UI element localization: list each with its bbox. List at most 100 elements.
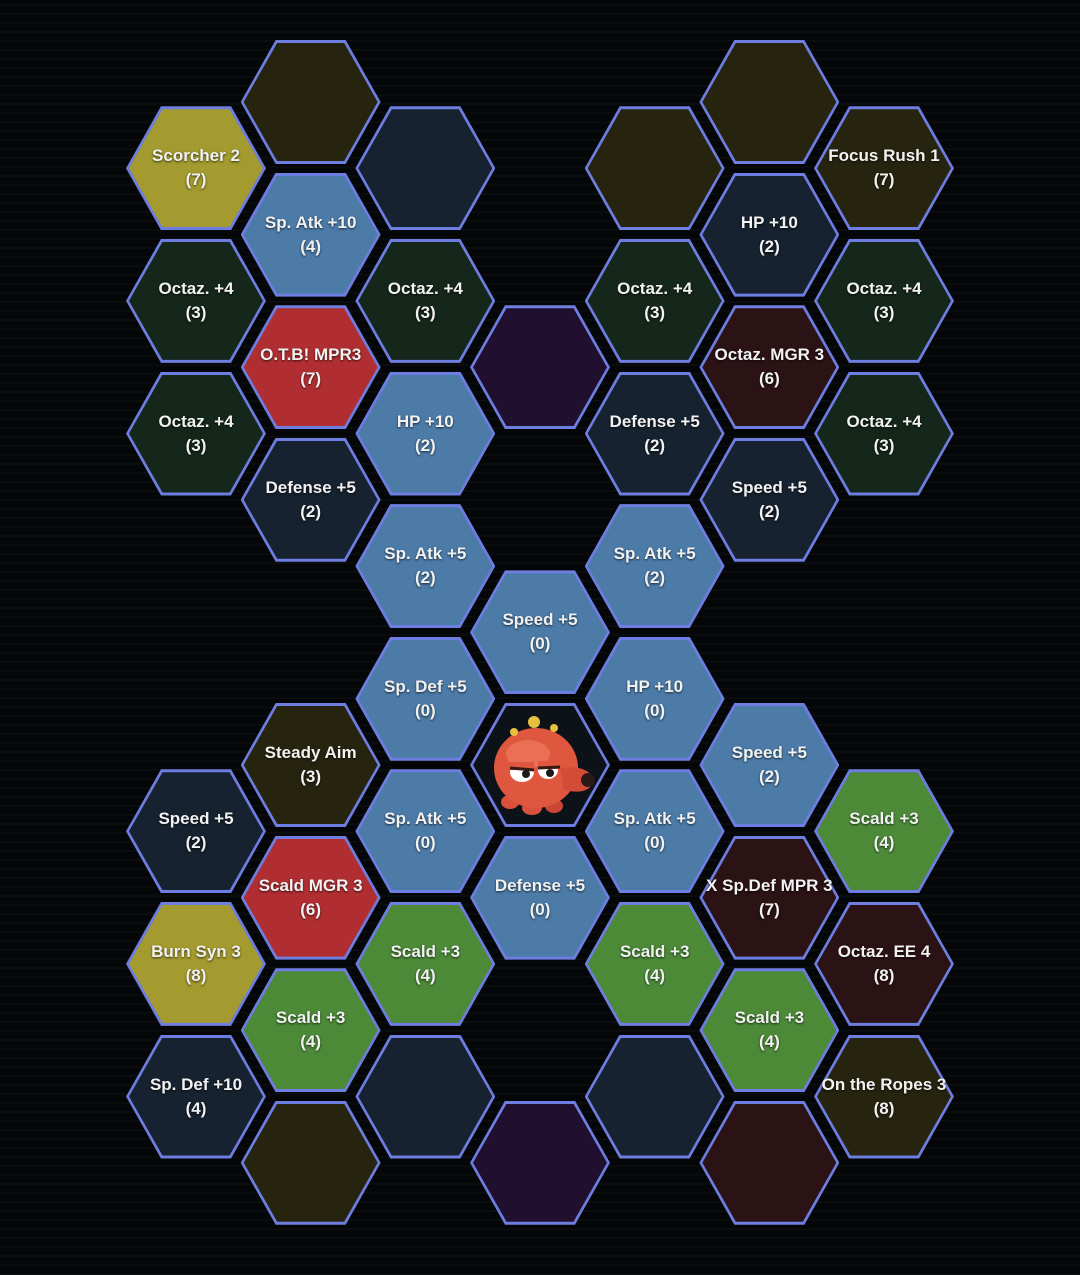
tile-fill: [358, 507, 493, 626]
grid-tile[interactable]: Octaz. +4 (3): [814, 238, 955, 363]
grid-tile[interactable]: Octaz. +4 (3): [126, 371, 266, 496]
tile-label: Scald MGR 3 (6): [235, 836, 387, 960]
grid-tile[interactable]: Defense +5 (2): [240, 437, 381, 562]
tile-cost: (4): [414, 965, 436, 985]
grid-tile[interactable]: Octaz. EE 4 (8): [814, 901, 955, 1026]
tile-label: Octaz. +4 (3): [808, 239, 960, 363]
grid-tile[interactable]: Sp. Atk +5 (2): [355, 504, 496, 629]
tile-label: Scald +3 (4): [349, 902, 501, 1026]
tile-name: Sp. Atk +5: [613, 544, 696, 564]
grid-tile[interactable]: Octaz. +4 (3): [584, 238, 725, 363]
grid-tile[interactable]: HP +10 (2): [699, 172, 840, 297]
tile-name: Sp. Def +5: [383, 676, 467, 696]
tile-name: Octaz. +4: [387, 278, 463, 298]
grid-tile[interactable]: Scald +3 (4): [814, 769, 955, 894]
grid-tile[interactable]: Speed +5 (2): [126, 769, 266, 894]
tile-name: Scald +3: [734, 1008, 805, 1028]
tile-cost: (0): [529, 634, 551, 654]
empty-grid-tile[interactable]: [699, 1100, 840, 1225]
tile-name: Octaz. +4: [617, 278, 693, 298]
grid-tile[interactable]: HP +10 (2): [355, 371, 496, 496]
grid-tile[interactable]: Octaz. +4 (3): [355, 238, 496, 363]
tile-name: Sp. Atk +5: [384, 544, 467, 564]
grid-tile[interactable]: Scald +3 (4): [699, 968, 840, 1093]
tile-label: Octaz. EE 4 (8): [808, 902, 960, 1026]
tile-cost: (4): [758, 1032, 780, 1052]
tile-name: Defense +5: [494, 875, 586, 895]
grid-tile[interactable]: On the Ropes 3 (8): [814, 1034, 955, 1159]
empty-grid-tile[interactable]: [584, 1034, 725, 1159]
grid-tile[interactable]: Sp. Def +5 (0): [355, 636, 496, 761]
tile-cost: (2): [414, 435, 436, 455]
grid-tile[interactable]: Octaz. +4 (3): [126, 238, 266, 363]
tile-name: HP +10: [396, 411, 454, 431]
tile-name: Defense +5: [265, 477, 356, 497]
grid-tile[interactable]: Scald +3 (4): [584, 901, 725, 1026]
tile-cost: (0): [644, 833, 666, 853]
empty-grid-tile[interactable]: [699, 40, 840, 164]
grid-tile[interactable]: Sp. Atk +5 (2): [584, 504, 725, 629]
grid-tile[interactable]: Scorcher 2 (7): [126, 106, 266, 231]
tile-fill: [358, 109, 493, 228]
grid-tile[interactable]: Focus Rush 1 (7): [814, 106, 955, 231]
tile-label: O.T.B! MPR3 (7): [235, 305, 387, 429]
empty-grid-tile[interactable]: [240, 40, 381, 164]
tile-name: Octaz. +4: [158, 278, 234, 298]
tile-cost: (2): [644, 435, 666, 455]
tile-cost: (2): [644, 568, 666, 588]
tile-cost: (0): [414, 833, 436, 853]
tile-name: Scald +3: [849, 809, 919, 829]
grid-tile[interactable]: HP +10 (0): [584, 636, 725, 761]
empty-grid-tile[interactable]: [355, 1034, 496, 1159]
grid-tile[interactable]: Speed +5 (2): [699, 703, 840, 827]
grid-tile[interactable]: Defense +5 (2): [584, 371, 725, 496]
empty-grid-tile[interactable]: [240, 1100, 381, 1225]
tile-name: Scald +3: [619, 941, 690, 961]
tile-label: Octaz. +4 (3): [808, 372, 960, 496]
tile-label: Octaz. +4 (3): [349, 239, 501, 363]
empty-grid-tile[interactable]: [470, 1100, 610, 1225]
tile-fill: [243, 308, 378, 427]
tile-name: Octaz. +4: [158, 411, 234, 431]
grid-tile[interactable]: Scald +3 (4): [240, 968, 381, 1093]
empty-grid-tile[interactable]: [584, 106, 725, 231]
tile-cost: (2): [758, 236, 780, 256]
grid-tile[interactable]: X Sp.Def MPR 3 (7): [699, 835, 840, 960]
grid-tile[interactable]: O.T.B! MPR3 (7): [240, 305, 381, 430]
tile-cost: (7): [758, 899, 780, 919]
grid-tile[interactable]: Defense +5 (0): [470, 835, 610, 960]
tile-label: Sp. Atk +5 (0): [579, 769, 731, 893]
tile-fill: [473, 1103, 607, 1222]
grid-tile[interactable]: Octaz. MGR 3 (6): [699, 305, 840, 430]
grid-tile[interactable]: Sp. Atk +5 (0): [584, 769, 725, 894]
empty-grid-tile[interactable]: [355, 106, 496, 231]
tile-cost: (4): [300, 236, 322, 256]
grid-tile[interactable]: Speed +5 (2): [699, 437, 840, 562]
tile-cost: (3): [300, 767, 322, 786]
grid-tile[interactable]: Scald MGR 3 (6): [240, 835, 381, 960]
tile-label: Octaz. MGR 3 (6): [693, 305, 845, 429]
tile-cost: (4): [300, 1032, 322, 1052]
grid-tile[interactable]: Burn Syn 3 (8): [126, 901, 266, 1026]
grid-tile[interactable]: Sp. Def +10 (4): [126, 1034, 266, 1159]
grid-tile[interactable]: Sp. Atk +10 (4): [240, 172, 381, 297]
tile-fill: [358, 772, 493, 891]
tile-cost: (3): [873, 435, 895, 455]
grid-tile[interactable]: Octaz. +4 (3): [814, 371, 955, 496]
tile-cost: (4): [873, 833, 895, 853]
grid-tile[interactable]: Sp. Atk +5 (0): [355, 769, 496, 894]
tile-cost: (3): [414, 302, 436, 322]
tile-fill: [243, 175, 378, 294]
empty-grid-tile[interactable]: [470, 305, 610, 430]
tile-name: HP +10: [626, 676, 684, 696]
tile-name: Octaz. EE 4: [837, 941, 931, 961]
grid-tile[interactable]: Speed +5 (0): [470, 570, 610, 695]
grid-tile[interactable]: Steady Aim (3): [240, 703, 381, 827]
tile-fill: [129, 772, 263, 891]
grid-tile[interactable]: Scald +3 (4): [355, 901, 496, 1026]
tile-fill: [358, 904, 493, 1023]
tile-cost: (3): [873, 302, 895, 322]
tile-cost: (4): [644, 965, 666, 985]
tile-cost: (3): [185, 435, 207, 455]
